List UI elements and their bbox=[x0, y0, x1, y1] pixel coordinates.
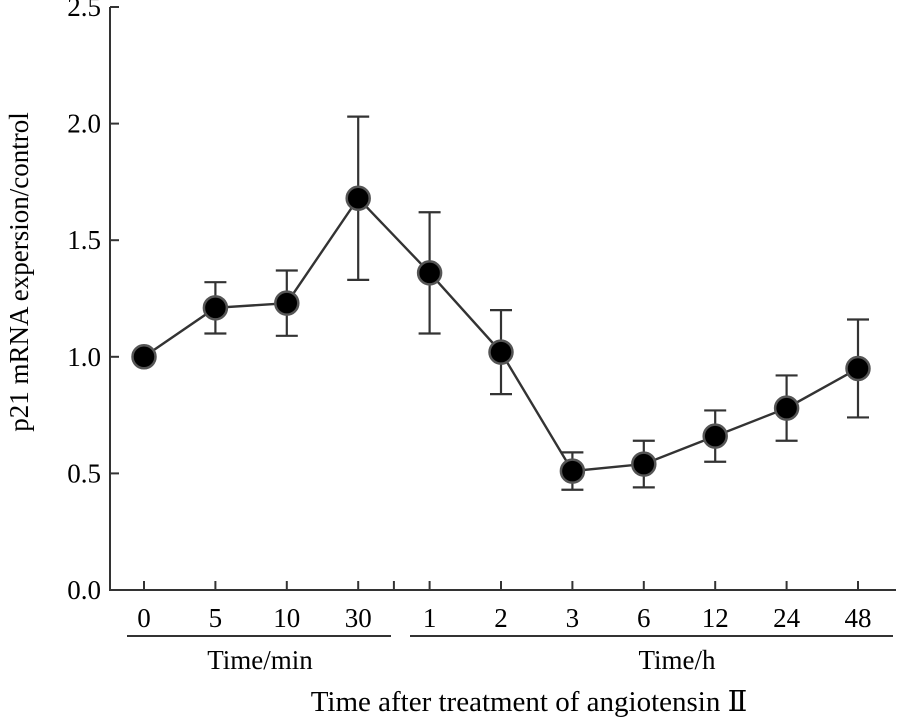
data-point bbox=[274, 290, 300, 316]
x-axis-label: Time after treatment of angiotensin Ⅱ bbox=[311, 686, 748, 718]
x-tick-label: 0 bbox=[137, 603, 151, 633]
axes bbox=[109, 7, 896, 591]
y-axis-label: p21 mRNA expersion/control bbox=[4, 112, 34, 431]
data-point bbox=[416, 260, 443, 286]
x-tick-label: 12 bbox=[702, 603, 729, 633]
y-tick-label: 1.5 bbox=[67, 225, 101, 255]
data-point bbox=[559, 458, 586, 484]
x-tick-label: 24 bbox=[773, 603, 801, 633]
y-tick-label: 0.5 bbox=[67, 458, 101, 488]
x-tick-label: 10 bbox=[273, 603, 300, 633]
data-point bbox=[845, 355, 871, 382]
y-tick-label: 2.0 bbox=[67, 109, 101, 139]
data-point bbox=[202, 295, 229, 321]
y-axis-ticks: 0.0 0.5 1.0 1.5 2.0 2.5 bbox=[67, 0, 119, 605]
x-tick-label: 2 bbox=[494, 603, 508, 633]
error-bars bbox=[204, 115, 869, 491]
y-tick-label: 0.0 bbox=[67, 575, 101, 605]
x-axis-groups: Time/min Time/h bbox=[127, 635, 893, 675]
group-label: Time/h bbox=[638, 645, 716, 675]
y-tick-label: 1.0 bbox=[67, 342, 101, 372]
data-point bbox=[702, 423, 728, 449]
x-axis-ticks: 0 5 10 30 1 2 3 6 12 24 48 bbox=[137, 581, 872, 633]
group-label: Time/min bbox=[207, 645, 313, 675]
x-tick-label: 30 bbox=[345, 603, 372, 633]
x-tick-label: 1 bbox=[423, 603, 437, 633]
x-tick-label: 5 bbox=[209, 603, 223, 633]
data-points bbox=[131, 185, 871, 484]
data-point bbox=[131, 344, 157, 370]
data-point bbox=[631, 451, 657, 477]
x-tick-label: 3 bbox=[566, 603, 580, 633]
data-point bbox=[488, 339, 514, 365]
data-point bbox=[773, 395, 800, 421]
x-tick-label: 6 bbox=[637, 603, 651, 633]
x-tick-label: 48 bbox=[845, 603, 872, 633]
data-point bbox=[345, 185, 371, 211]
y-tick-label: 2.5 bbox=[67, 0, 101, 22]
